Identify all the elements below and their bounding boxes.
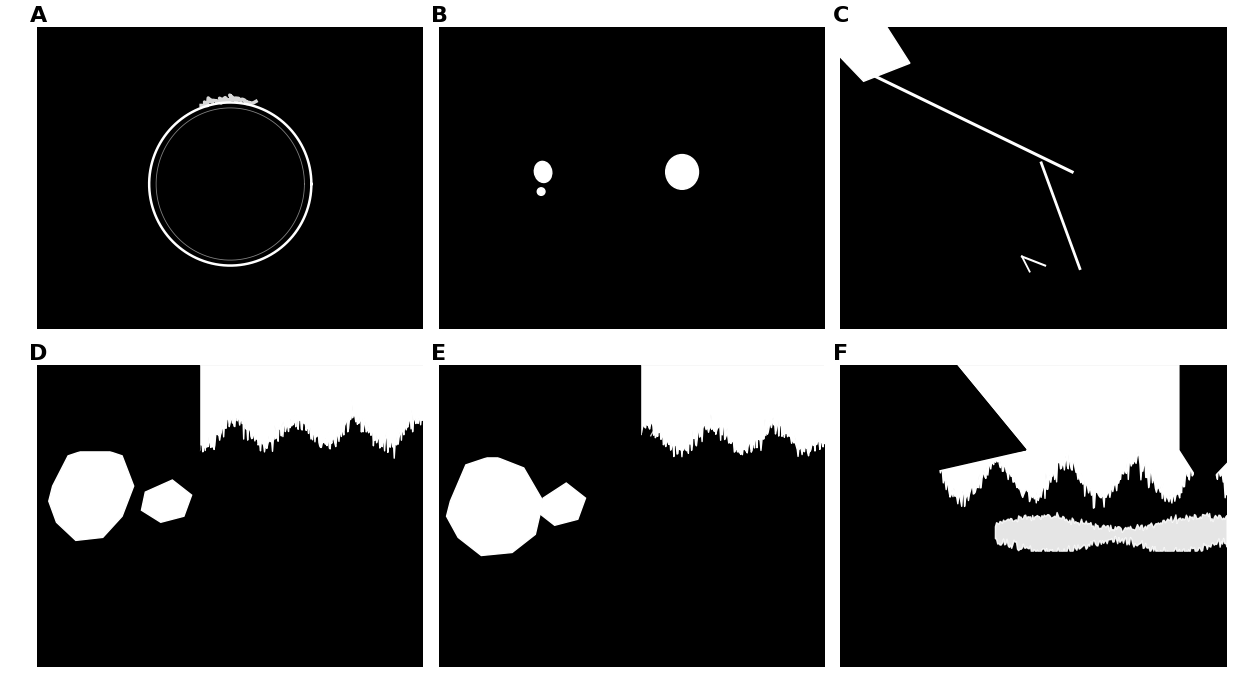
Text: A: A: [30, 6, 47, 26]
Text: B: B: [431, 6, 449, 26]
Polygon shape: [539, 483, 586, 525]
Polygon shape: [840, 365, 1026, 501]
Polygon shape: [48, 447, 134, 541]
Polygon shape: [37, 365, 199, 450]
Text: F: F: [833, 344, 847, 364]
Text: E: E: [431, 344, 446, 364]
Ellipse shape: [534, 161, 551, 183]
Text: D: D: [30, 344, 48, 364]
Polygon shape: [840, 553, 1227, 667]
Polygon shape: [141, 480, 192, 522]
Polygon shape: [1181, 365, 1227, 486]
Polygon shape: [840, 27, 909, 82]
Polygon shape: [446, 456, 543, 555]
Ellipse shape: [538, 188, 545, 195]
Ellipse shape: [665, 154, 699, 189]
Text: C: C: [833, 6, 849, 26]
Polygon shape: [439, 365, 639, 456]
Polygon shape: [849, 447, 878, 483]
Polygon shape: [840, 365, 1026, 492]
